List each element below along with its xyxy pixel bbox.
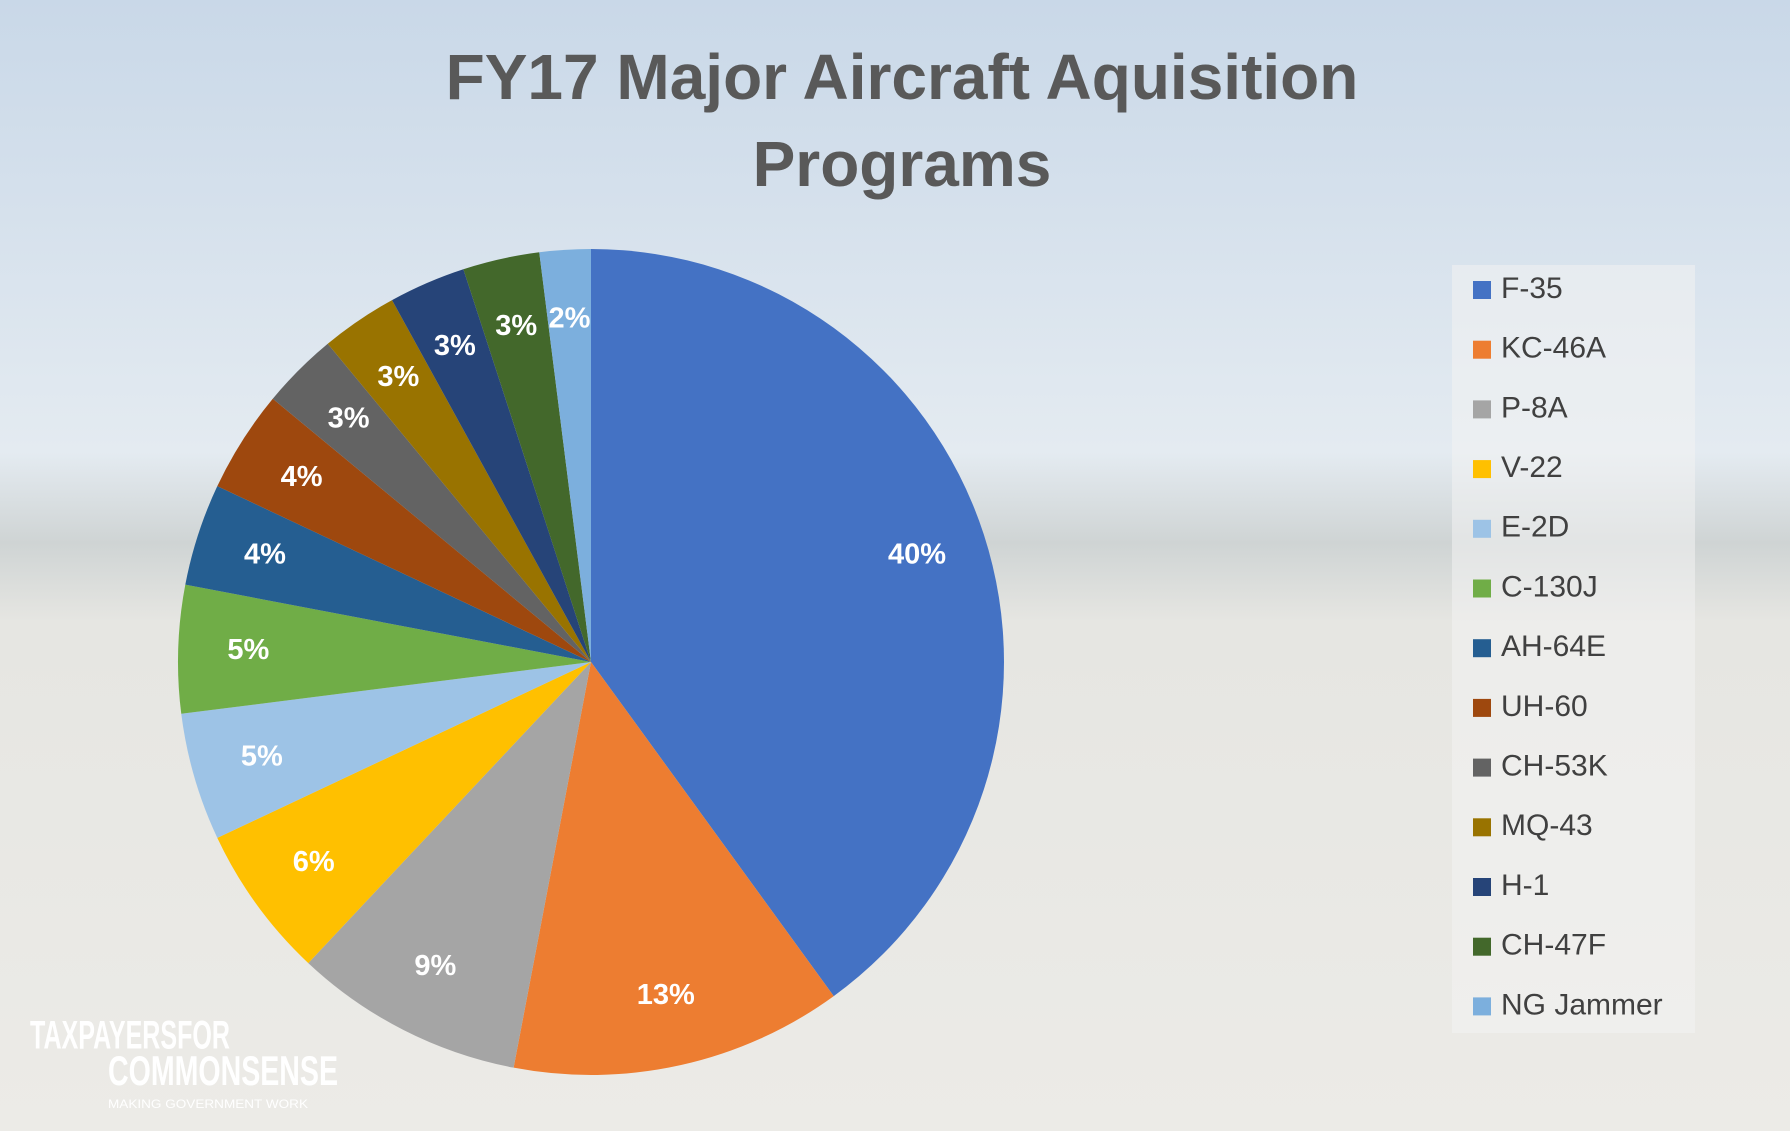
legend-swatch [1473, 519, 1491, 538]
legend-label: UH-60 [1501, 690, 1588, 723]
legend-box [1452, 265, 1695, 1033]
legend-label: CH-47F [1501, 929, 1606, 962]
data-label: 2% [549, 303, 591, 335]
pie-slice [591, 249, 1005, 997]
logo-text: TAXPAYERSFOR [30, 1014, 230, 1058]
legend-swatch [1473, 340, 1491, 359]
pie-slice [178, 584, 591, 714]
logo-tagline: MAKING GOVERNMENT WORK [108, 1097, 308, 1111]
pie-slice [181, 662, 591, 838]
legend-label: MQ-43 [1501, 809, 1593, 842]
data-label: 3% [434, 330, 476, 362]
legend-swatch [1473, 698, 1491, 717]
data-label: 5% [241, 740, 283, 772]
pie-slice [463, 252, 591, 662]
data-label: 40% [888, 539, 946, 571]
legend-label: V-22 [1501, 451, 1563, 484]
pie-slice [539, 249, 591, 662]
legend-swatch [1473, 639, 1491, 658]
legend-swatch [1473, 818, 1491, 837]
logo-text: COMMONSENSE [108, 1047, 338, 1094]
data-label: 3% [328, 402, 370, 434]
data-label: 6% [293, 846, 335, 878]
pie-slice [392, 269, 591, 662]
data-label: 4% [244, 539, 286, 571]
data-label: 13% [637, 979, 695, 1011]
legend-label: CH-53K [1501, 750, 1608, 783]
legend-swatch [1473, 878, 1491, 896]
data-label: 4% [281, 461, 323, 493]
legend-swatch [1473, 400, 1491, 419]
legend-label: AH-64E [1501, 630, 1606, 663]
legend-label: F-35 [1501, 272, 1563, 305]
legend-swatch [1473, 997, 1491, 1016]
legend-label: P-8A [1501, 391, 1568, 424]
pie-slice [217, 662, 591, 964]
legend-swatch [1473, 579, 1491, 598]
legend-label: KC-46A [1501, 332, 1606, 365]
legend-label: H-1 [1501, 869, 1549, 902]
legend-swatch [1473, 937, 1491, 956]
logo: TAXPAYERSFOR COMMONSENSE MAKING GOVERNME… [30, 1014, 338, 1112]
data-label: 3% [495, 310, 537, 342]
legend-label: E-2D [1501, 511, 1569, 544]
pie-slice [217, 398, 591, 662]
legend-swatch [1473, 460, 1491, 479]
chart-title: FY17 Major Aircraft Aquisition Programs [446, 41, 1359, 200]
data-label: 9% [414, 950, 456, 982]
legend-swatch [1473, 758, 1491, 777]
legend-swatch [1473, 281, 1491, 299]
legend-label: C-130J [1501, 570, 1598, 603]
legend-label: NG Jammer [1501, 988, 1663, 1021]
pie-slice [272, 343, 591, 662]
pie-slice [327, 300, 591, 662]
pie-slice [185, 486, 591, 662]
data-label: 3% [377, 361, 419, 393]
pie-slice [513, 662, 834, 1076]
pie-slice [308, 662, 591, 1068]
data-label: 5% [227, 634, 269, 666]
